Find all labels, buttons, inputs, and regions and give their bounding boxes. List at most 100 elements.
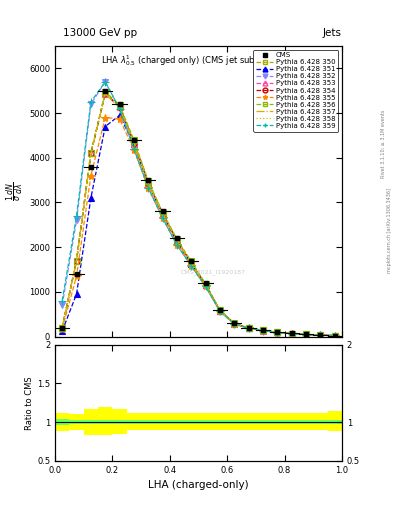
Pythia 6.428 354 [318,332,323,338]
Line: Pythia 6.428 356: Pythia 6.428 356 [59,89,338,338]
Pythia 6.428 354 [275,329,280,335]
Pythia 6.428 354 [160,210,165,217]
CMS [132,137,136,143]
CMS [318,332,323,338]
Pythia 6.428 358 [160,211,165,217]
Pythia 6.428 356 [117,102,122,108]
Pythia 6.428 359 [289,331,294,337]
Pythia 6.428 351 [103,123,108,130]
Pythia 6.428 353 [146,180,151,186]
Pythia 6.428 357 [332,333,337,339]
Pythia 6.428 350 [203,282,208,288]
Pythia 6.428 357 [88,150,93,156]
Pythia 6.428 351 [318,332,323,338]
Pythia 6.428 354 [60,325,64,331]
Pythia 6.428 357 [146,180,151,186]
Pythia 6.428 352 [275,329,280,335]
Pythia 6.428 357 [289,331,294,337]
Pythia 6.428 350 [246,325,251,331]
Pythia 6.428 355 [218,308,222,314]
Pythia 6.428 353 [117,104,122,111]
Pythia 6.428 355 [132,146,136,153]
Pythia 6.428 351 [132,141,136,147]
Pythia 6.428 351 [261,327,265,333]
Pythia 6.428 353 [132,139,136,145]
Pythia 6.428 352 [332,333,337,339]
Pythia 6.428 355 [60,326,64,332]
CMS [189,258,194,264]
Pythia 6.428 350 [60,325,64,331]
CMS [261,327,265,333]
Pythia 6.428 355 [275,329,280,335]
Pythia 6.428 359 [103,79,108,85]
Pythia 6.428 352 [261,328,265,334]
Pythia 6.428 350 [275,329,280,335]
Pythia 6.428 350 [261,327,265,333]
Pythia 6.428 355 [174,242,179,248]
Pythia 6.428 352 [160,215,165,221]
Line: Pythia 6.428 353: Pythia 6.428 353 [59,91,338,338]
CMS [174,235,179,241]
Pythia 6.428 355 [74,273,79,279]
Pythia 6.428 356 [275,329,280,335]
CMS [232,320,237,326]
Pythia 6.428 358 [60,325,64,331]
Line: Pythia 6.428 355: Pythia 6.428 355 [58,113,339,340]
Pythia 6.428 357 [74,258,79,264]
Pythia 6.428 355 [146,185,151,191]
Pythia 6.428 352 [88,101,93,107]
Pythia 6.428 350 [146,179,151,185]
CMS [60,325,64,331]
Pythia 6.428 359 [261,328,265,334]
Pythia 6.428 354 [203,282,208,288]
CMS [103,88,108,94]
Pythia 6.428 353 [203,282,208,288]
Pythia 6.428 355 [203,283,208,289]
Pythia 6.428 357 [189,260,194,266]
Pythia 6.428 356 [160,209,165,216]
Pythia 6.428 352 [246,325,251,331]
Pythia 6.428 356 [174,236,179,242]
Pythia 6.428 354 [189,260,194,266]
Pythia 6.428 359 [174,242,179,248]
Pythia 6.428 359 [232,321,237,327]
Line: Pythia 6.428 350: Pythia 6.428 350 [59,90,338,338]
Pythia 6.428 358 [189,260,194,266]
Pythia 6.428 359 [117,105,122,112]
Pythia 6.428 354 [174,238,179,244]
Pythia 6.428 358 [275,329,280,335]
Pythia 6.428 359 [318,332,323,338]
Pythia 6.428 351 [174,239,179,245]
Pythia 6.428 358 [318,332,323,338]
Pythia 6.428 356 [232,320,237,326]
Pythia 6.428 357 [174,238,179,244]
Pythia 6.428 358 [289,331,294,337]
Pythia 6.428 352 [174,242,179,248]
Pythia 6.428 354 [117,104,122,110]
Pythia 6.428 350 [117,103,122,110]
Line: Pythia 6.428 358: Pythia 6.428 358 [62,94,335,336]
Pythia 6.428 352 [117,105,122,112]
Pythia 6.428 353 [60,325,64,331]
Pythia 6.428 358 [246,325,251,331]
Pythia 6.428 358 [218,308,222,314]
Pythia 6.428 354 [146,180,151,186]
Pythia 6.428 355 [261,328,265,334]
Pythia 6.428 354 [289,331,294,337]
Pythia 6.428 355 [103,115,108,121]
Pythia 6.428 351 [218,308,222,314]
Pythia 6.428 353 [189,260,194,266]
X-axis label: LHA (charged-only): LHA (charged-only) [148,480,249,490]
Pythia 6.428 352 [103,79,108,85]
Pythia 6.428 353 [275,329,280,335]
Pythia 6.428 351 [189,261,194,267]
Pythia 6.428 353 [332,333,337,339]
Pythia 6.428 350 [304,331,309,337]
Pythia 6.428 359 [246,326,251,332]
Pythia 6.428 359 [160,215,165,221]
Pythia 6.428 359 [275,329,280,335]
Pythia 6.428 357 [232,321,237,327]
Pythia 6.428 358 [74,258,79,264]
Pythia 6.428 358 [304,331,309,337]
Pythia 6.428 351 [332,332,337,338]
